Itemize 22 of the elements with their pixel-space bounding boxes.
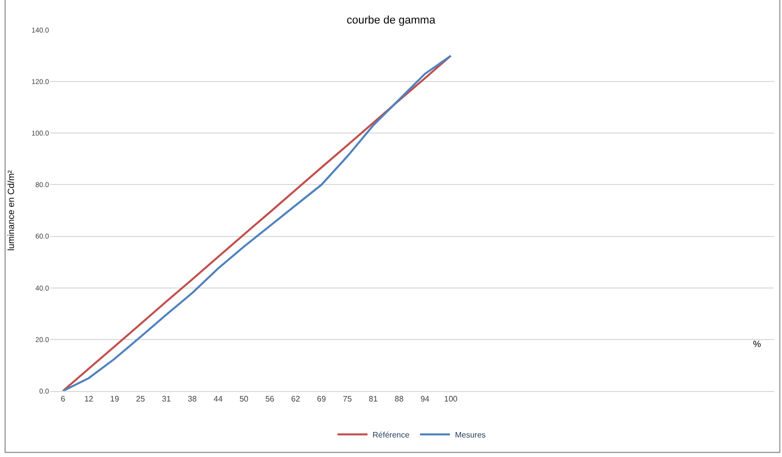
x-tick-label: 94 xyxy=(420,394,430,404)
x-tick-label: 19 xyxy=(110,394,120,404)
x-tick-label: 69 xyxy=(317,394,326,404)
x-tick-label: 62 xyxy=(291,394,301,404)
x-tick-label: 56 xyxy=(265,394,275,404)
x-tick-label: 12 xyxy=(84,394,94,404)
y-axis-title: luminance en Cd/m² xyxy=(6,170,16,251)
x-tick-label: 81 xyxy=(368,394,378,404)
x-tick-label: 75 xyxy=(342,394,352,404)
annotation: % xyxy=(753,339,762,349)
x-tick-label: 88 xyxy=(394,394,404,404)
legend-label: Mesures xyxy=(454,430,486,440)
x-tick-label: 6 xyxy=(60,394,66,404)
x-tick-label: 44 xyxy=(214,394,224,404)
legend-label: Référence xyxy=(372,430,410,440)
x-tick-label: 25 xyxy=(136,394,146,404)
x-tick-label: 50 xyxy=(239,394,249,404)
line-series xyxy=(62,54,452,391)
x-tick-label: 38 xyxy=(188,394,198,404)
x-tick-label: 31 xyxy=(162,394,172,404)
x-tick-label: 100 xyxy=(444,394,458,404)
chart-title: courbe de gamma xyxy=(346,14,436,27)
